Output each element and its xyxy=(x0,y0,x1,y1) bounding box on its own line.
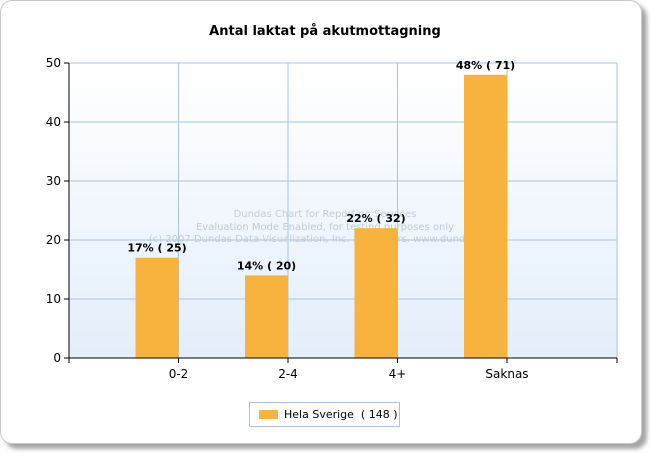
bar-data-label: 48% ( 71) xyxy=(456,59,515,72)
bar xyxy=(135,257,179,358)
x-tick-label: 2-4 xyxy=(278,367,298,381)
x-tick-label: Saknas xyxy=(485,367,528,381)
watermark: Dundas Chart for Reporting Services Eval… xyxy=(149,209,501,245)
bars xyxy=(135,74,507,359)
axes xyxy=(64,62,618,363)
bar xyxy=(464,74,507,359)
y-tick-label: 40 xyxy=(46,115,61,129)
bar xyxy=(245,275,288,358)
legend-label: Hela Sverige ( 148 ) xyxy=(284,408,398,421)
watermark-line-2: Evaluation Mode Enabled, for testing pur… xyxy=(196,222,454,233)
x-tick-label: 4+ xyxy=(389,367,407,381)
y-tick-label: 0 xyxy=(53,351,61,365)
legend-swatch xyxy=(259,410,278,419)
legend: Hela Sverige ( 148 ) xyxy=(249,402,400,427)
bar-data-label: 17% ( 25) xyxy=(127,242,186,255)
chart-card: Antal laktat på akutmottagning Dundas Ch… xyxy=(0,0,642,444)
x-tick-label: 0-2 xyxy=(169,367,189,381)
y-tick-label: 20 xyxy=(46,233,61,247)
bar-data-label: 14% ( 20) xyxy=(237,259,296,272)
y-tick-label: 30 xyxy=(46,174,61,188)
bar-data-label: 22% ( 32) xyxy=(346,212,405,225)
chart-title: Antal laktat på akutmottagning xyxy=(209,24,441,39)
y-tick-label: 50 xyxy=(46,56,61,70)
labels: 0 10 20 30 40 50 17% ( 25) 0-2 14% ( 20) 2-4 22% (… xyxy=(46,56,529,381)
y-tick-label: 10 xyxy=(46,292,61,306)
watermark-line-3: (c) 2007 Dundas Data Visualization, Inc.… xyxy=(149,234,501,245)
bar xyxy=(354,228,398,358)
watermark-line-1: Dundas Chart for Reporting Services xyxy=(234,209,417,220)
